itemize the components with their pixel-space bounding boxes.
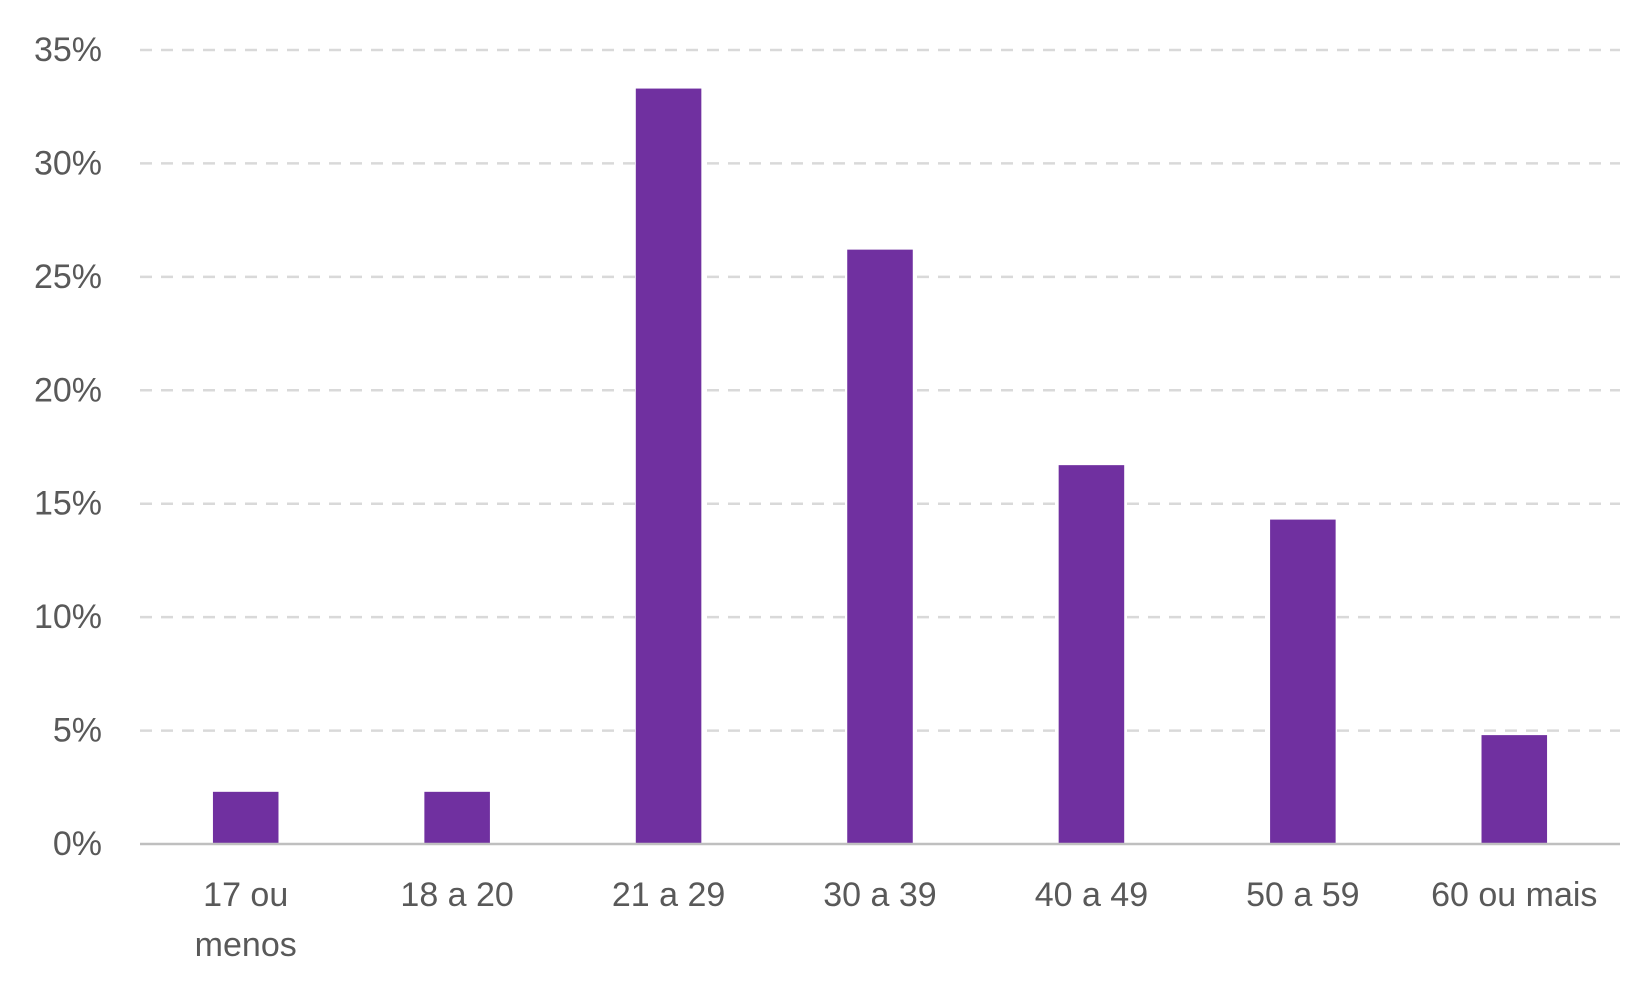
y-axis-tick-labels: 0% 5% 10% 15% 20% 25% 30% 35% bbox=[34, 31, 102, 863]
x-tick-label-line: 60 ou mais bbox=[1431, 876, 1597, 914]
y-tick-label: 35% bbox=[34, 31, 102, 69]
bar bbox=[635, 88, 702, 844]
y-tick-label: 30% bbox=[34, 144, 102, 182]
bar bbox=[1270, 519, 1336, 844]
x-tick-label: 50 a 59 bbox=[1246, 876, 1359, 914]
x-tick-label-line: 30 a 39 bbox=[823, 876, 936, 914]
y-tick-label: 25% bbox=[34, 258, 102, 296]
bar bbox=[424, 791, 490, 844]
x-tick-label-line: 18 a 20 bbox=[400, 876, 513, 914]
x-axis-tick-labels: 17 ou menos 18 a 20 21 a 29 30 a 39 40 a 49 50… bbox=[195, 876, 1598, 964]
x-tick-label: 18 a 20 bbox=[400, 876, 513, 914]
x-tick-label-line: menos bbox=[195, 926, 297, 964]
x-tick-label: 40 a 49 bbox=[1035, 876, 1148, 914]
x-tick-label-line: 40 a 49 bbox=[1035, 876, 1148, 914]
y-tick-label: 20% bbox=[34, 371, 102, 409]
bars bbox=[212, 88, 1548, 845]
y-tick-label: 15% bbox=[34, 485, 102, 523]
x-tick-label: 60 ou mais bbox=[1431, 876, 1597, 914]
bar bbox=[847, 249, 913, 845]
x-tick-label: 17 ou menos bbox=[195, 876, 297, 964]
x-tick-label: 21 a 29 bbox=[612, 876, 725, 914]
y-tick-label: 10% bbox=[34, 598, 102, 636]
x-tick-label-line: 17 ou bbox=[203, 876, 288, 914]
x-tick-label-line: 21 a 29 bbox=[612, 876, 725, 914]
x-tick-label-line: 50 a 59 bbox=[1246, 876, 1359, 914]
y-tick-label: 5% bbox=[53, 712, 102, 750]
y-tick-label: 0% bbox=[53, 825, 102, 863]
bar bbox=[1058, 465, 1125, 844]
bar bbox=[212, 791, 279, 844]
bar bbox=[1481, 735, 1548, 844]
x-tick-label: 30 a 39 bbox=[823, 876, 936, 914]
